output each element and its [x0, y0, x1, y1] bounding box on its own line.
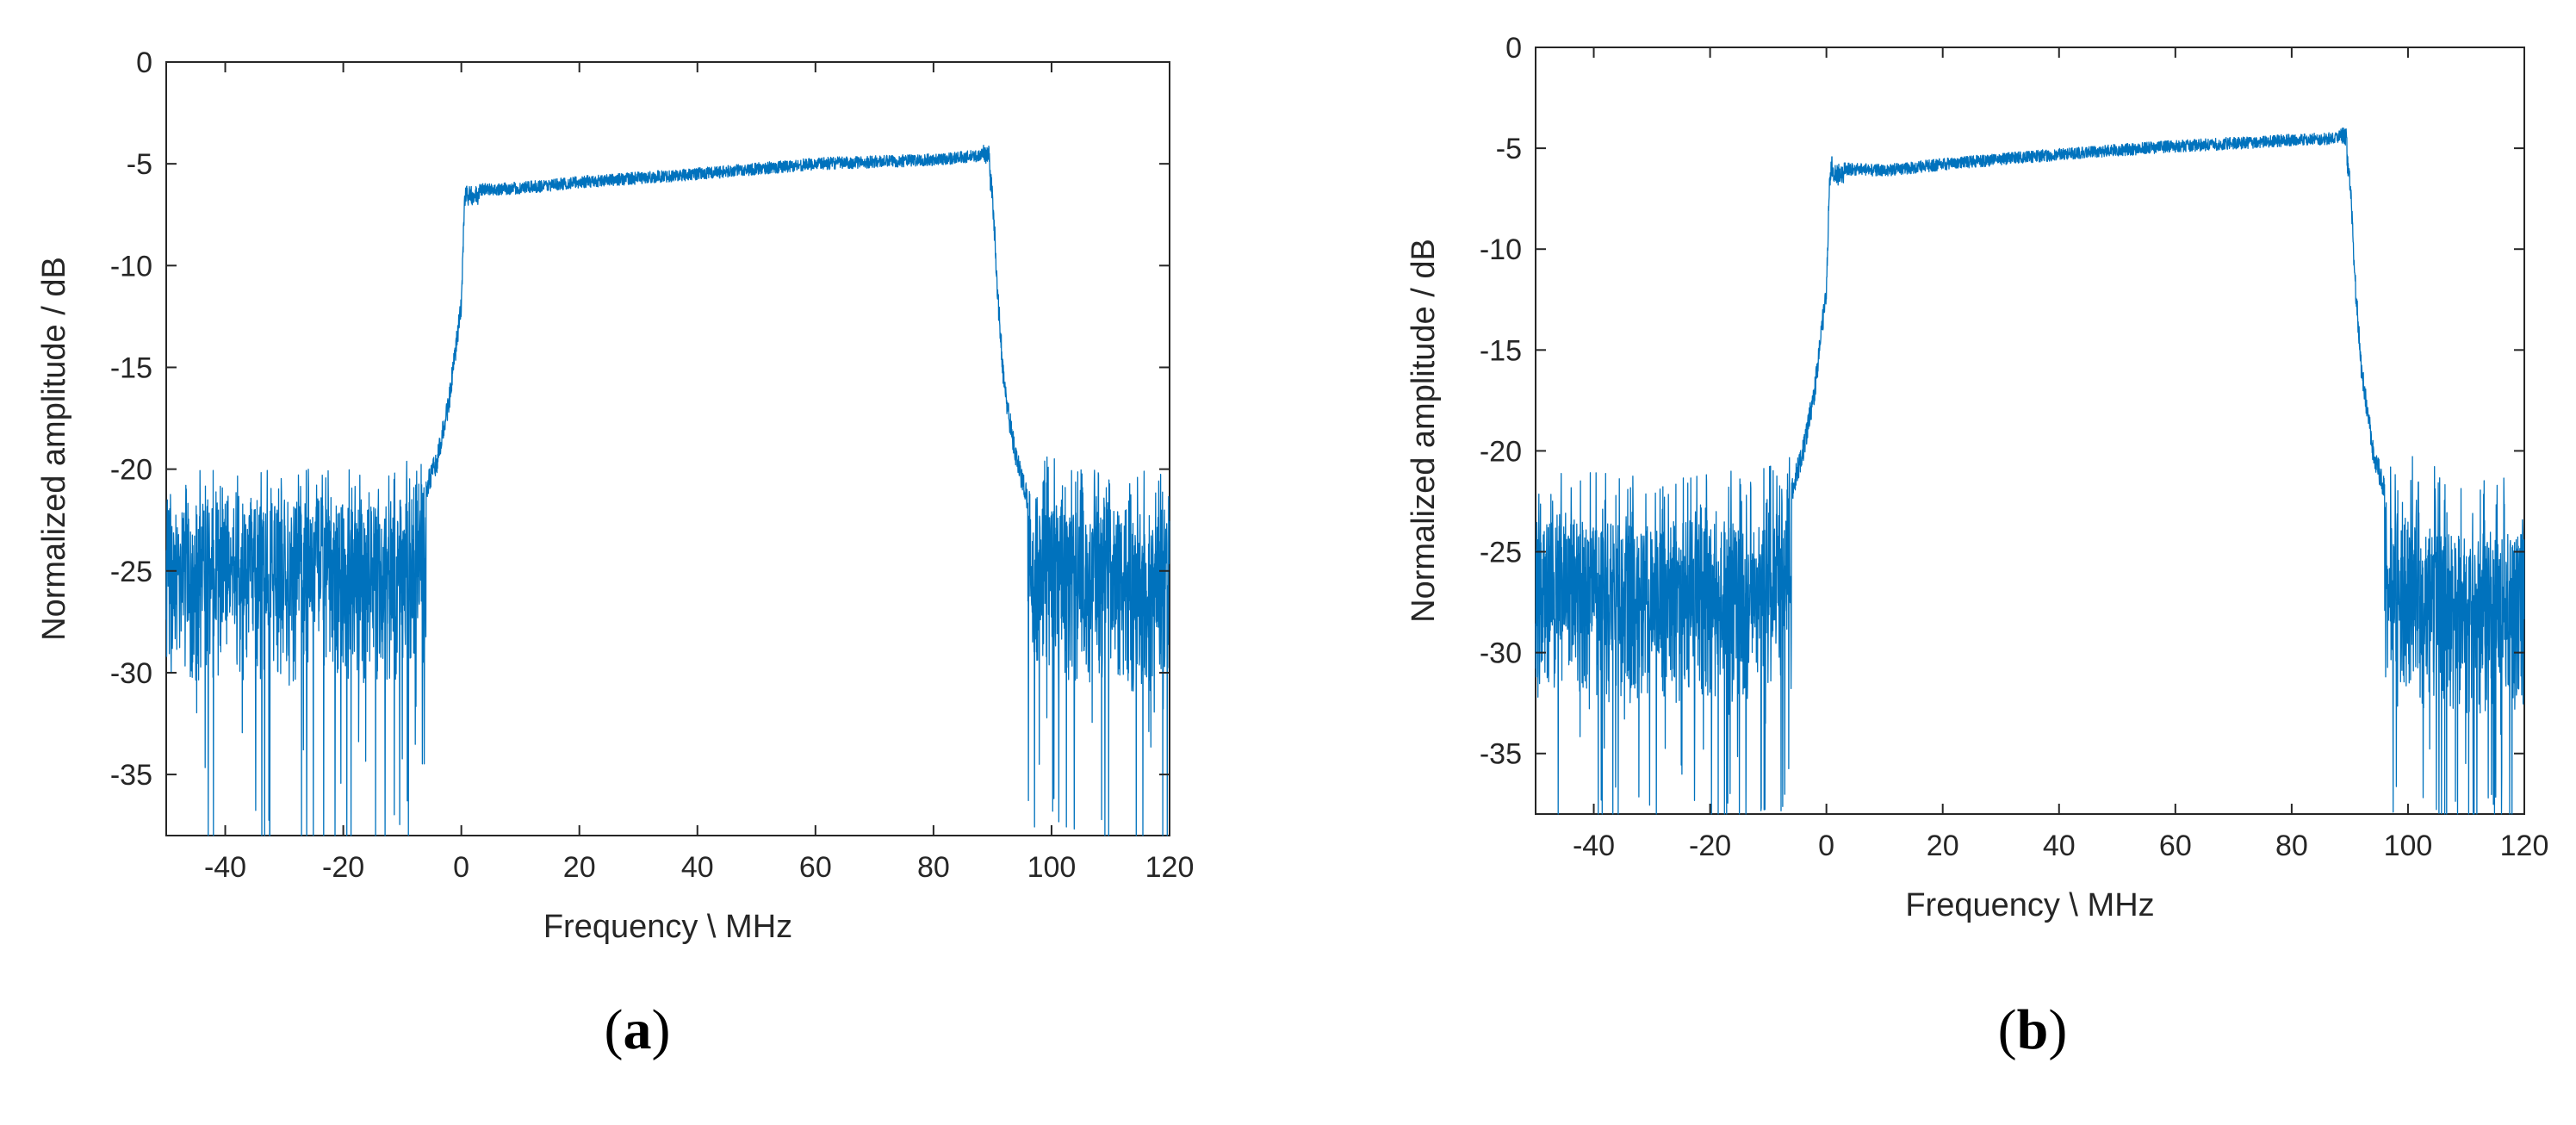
- x-tick-label: 100: [2384, 830, 2433, 862]
- y-tick-label: -5: [1496, 133, 1522, 165]
- y-tick-label: -10: [110, 250, 152, 283]
- x-tick-label: -40: [204, 851, 246, 884]
- chart-panel-a: 0 -5 -10 -15 -20 -25 -30 -35 -40 -20 0 20 40 60 80 100 1…: [36, 47, 1194, 1061]
- panel-label-open: (: [1998, 998, 2017, 1061]
- y-tick-label: 0: [1505, 32, 1522, 65]
- x-axis-title: Frequency \ MHz: [543, 909, 792, 945]
- y-tick-label: -25: [110, 556, 152, 588]
- y-tick-label: -35: [110, 759, 152, 792]
- x-tick-label: 0: [1818, 830, 1834, 862]
- x-axis-title: Frequency \ MHz: [1905, 887, 2154, 923]
- spectrum-series-line: [165, 145, 1170, 836]
- panel-label-letter: b: [2017, 998, 2049, 1061]
- panel-label-letter: a: [624, 998, 652, 1061]
- x-tick-label: -20: [322, 851, 364, 884]
- y-tick-label: -15: [110, 351, 152, 384]
- panel-label: (b): [1998, 998, 2068, 1061]
- x-tick-label: 120: [2500, 830, 2549, 862]
- y-tick-label: -30: [1480, 637, 1522, 670]
- y-tick-label: -5: [127, 148, 152, 181]
- spectrum-series-line: [1535, 127, 2525, 815]
- panel-label-close: ): [2048, 998, 2067, 1061]
- y-tick-label: -25: [1480, 537, 1522, 569]
- x-tick-label: -20: [1689, 830, 1731, 862]
- x-tick-label: 80: [2275, 830, 2308, 862]
- x-tick-label: 20: [563, 851, 596, 884]
- x-tick-label: 80: [917, 851, 950, 884]
- x-tick-label: 120: [1145, 851, 1195, 884]
- panel-label-open: (: [605, 998, 624, 1061]
- y-axis-title: Normalized amplitude / dB: [1406, 239, 1442, 623]
- x-tick-label: 60: [2159, 830, 2192, 862]
- y-tick-label: -20: [1480, 435, 1522, 468]
- chart-panel-b: 0 -5 -10 -15 -20 -25 -30 -35 -40 -20 0 20 40 60 80 100 1…: [1406, 32, 2548, 1061]
- x-tick-label: 0: [453, 851, 469, 884]
- panel-label: (a): [605, 998, 671, 1061]
- y-tick-label: -10: [1480, 233, 1522, 266]
- plot-area: [1535, 47, 2525, 815]
- y-tick-label: -30: [110, 657, 152, 690]
- y-tick-label: -15: [1480, 334, 1522, 367]
- plot-area: [165, 61, 1170, 836]
- x-tick-label: 100: [1027, 851, 1077, 884]
- x-tick-label: -40: [1573, 830, 1615, 862]
- x-tick-label: 40: [681, 851, 714, 884]
- x-tick-label: 20: [1927, 830, 1959, 862]
- x-tick-label: 40: [2043, 830, 2076, 862]
- y-tick-label: -35: [1480, 738, 1522, 771]
- x-tick-label: 60: [799, 851, 832, 884]
- y-axis-title: Normalized amplitude / dB: [36, 257, 72, 641]
- y-tick-label: 0: [136, 47, 152, 79]
- panel-label-close: ): [652, 998, 671, 1061]
- y-tick-label: -20: [110, 454, 152, 487]
